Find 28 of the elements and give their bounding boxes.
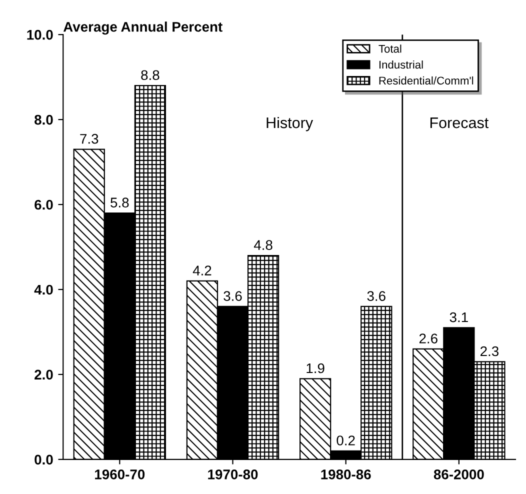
x-tick-label: 1960-70 xyxy=(95,470,145,480)
y-tick-label: 4.0 xyxy=(34,284,53,295)
data-label: 4.2 xyxy=(192,266,212,276)
annotation: Forecast xyxy=(430,118,489,128)
data-label: 3.1 xyxy=(450,312,468,322)
legend-label: Industrial xyxy=(379,60,423,69)
data-label: 3.6 xyxy=(367,291,386,301)
y-tick-label: 2.0 xyxy=(34,370,53,380)
data-label: 7.3 xyxy=(80,134,98,144)
x-tick-label: 1980-86 xyxy=(321,470,371,480)
y-tick-label: 8.0 xyxy=(34,114,53,125)
annotation: History xyxy=(266,116,314,132)
y-axis-title: Average Annual Percent xyxy=(63,22,222,35)
y-tick-label: 6.0 xyxy=(34,200,53,210)
data-label: 2.3 xyxy=(480,346,499,356)
legend-label: Total xyxy=(378,44,402,53)
legend-label: Residential/Comm'l xyxy=(379,76,474,85)
x-tick-label: 1970-80 xyxy=(208,470,258,480)
y-tick-label: 0.0 xyxy=(34,454,53,465)
data-label: 2.6 xyxy=(419,334,438,344)
data-label: 1.9 xyxy=(306,363,324,374)
y-tick-label: 10.0 xyxy=(27,30,53,40)
data-label: 0.2 xyxy=(336,436,355,446)
data-label: 4.8 xyxy=(254,240,272,250)
data-label: 5.8 xyxy=(110,198,129,208)
data-label: 3.6 xyxy=(224,291,242,301)
x-tick-label: 86-2000 xyxy=(434,470,484,480)
data-label: 8.8 xyxy=(141,70,160,80)
